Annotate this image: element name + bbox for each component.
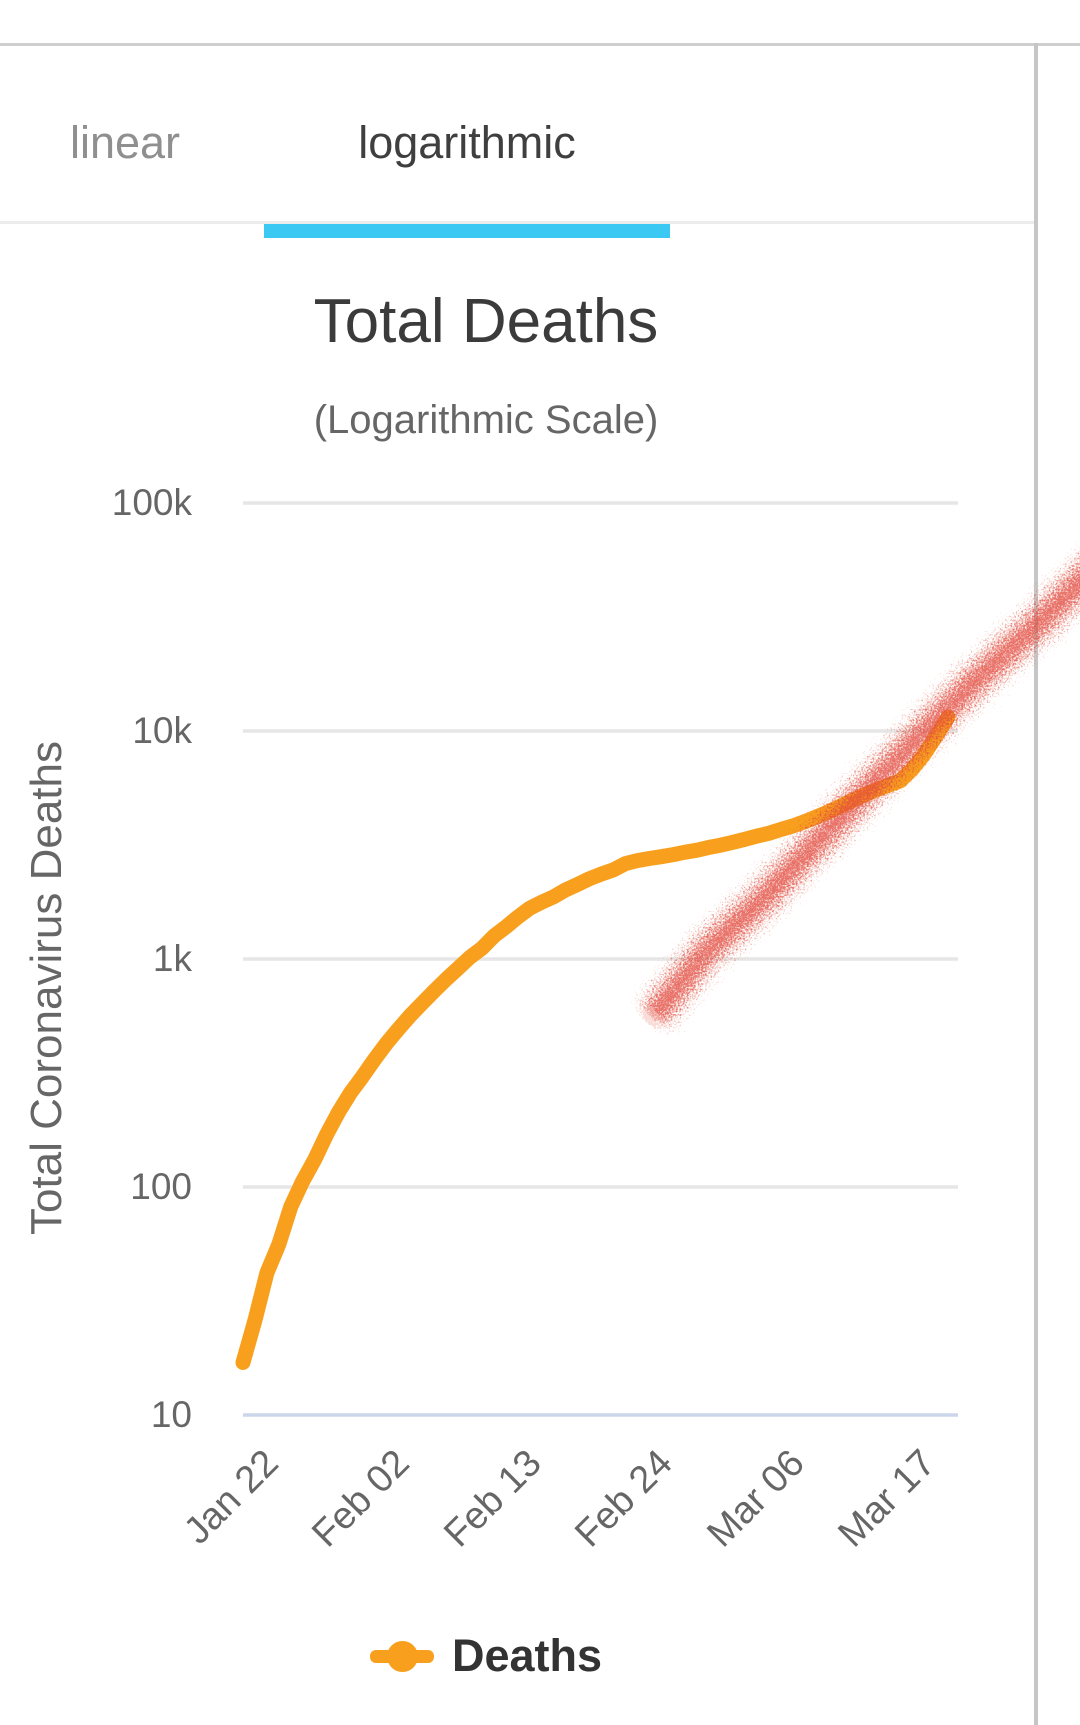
tab-logarithmic[interactable]: logarithmic bbox=[358, 117, 576, 168]
gridlines bbox=[243, 501, 958, 1417]
y-tick-label-1k: 1k bbox=[152, 938, 192, 979]
chart-title: Total Deaths bbox=[313, 287, 659, 356]
card-right-border bbox=[1034, 43, 1038, 1725]
y-tick-label-10: 10 bbox=[150, 1394, 192, 1435]
y-tick-label-10k: 10k bbox=[132, 710, 192, 751]
tab-linear[interactable]: linear bbox=[69, 117, 181, 168]
card-top-border bbox=[0, 43, 1080, 46]
tab-divider bbox=[0, 221, 1034, 224]
red-annotation-stroke bbox=[654, 573, 1080, 1014]
y-tick-label-100: 100 bbox=[130, 1166, 192, 1207]
hand-drawn-red-line bbox=[640, 554, 1080, 1028]
chart-subtitle: (Logarithmic Scale) bbox=[313, 398, 659, 442]
active-tab-indicator bbox=[264, 224, 670, 238]
legend-label: Deaths bbox=[451, 1630, 603, 1681]
y-tick-label-100k: 100k bbox=[111, 482, 192, 523]
legend-item-deaths[interactable]: Deaths bbox=[0, 1630, 972, 1682]
deaths-legend-marker-icon bbox=[369, 1634, 434, 1678]
